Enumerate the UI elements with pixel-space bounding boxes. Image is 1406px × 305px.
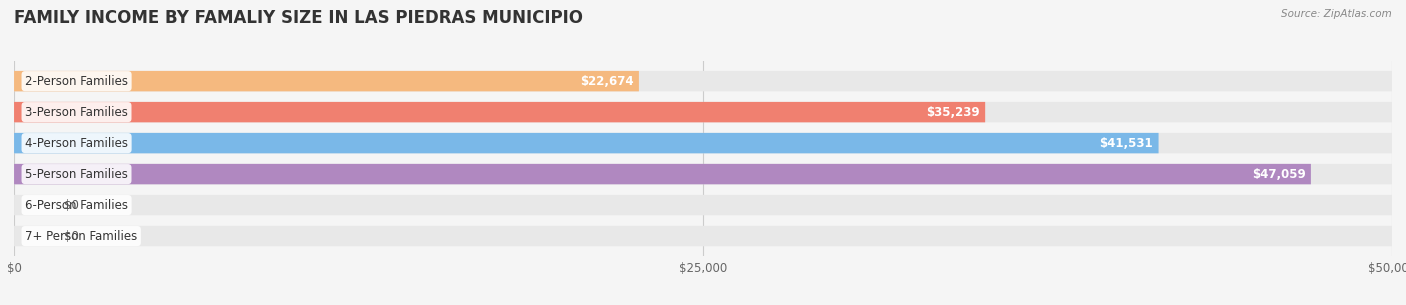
- FancyBboxPatch shape: [14, 102, 1392, 122]
- Text: 2-Person Families: 2-Person Families: [25, 75, 128, 88]
- Text: 6-Person Families: 6-Person Families: [25, 199, 128, 212]
- FancyBboxPatch shape: [14, 71, 1392, 91]
- FancyBboxPatch shape: [14, 164, 1392, 184]
- Text: $22,674: $22,674: [579, 75, 633, 88]
- Text: 7+ Person Families: 7+ Person Families: [25, 230, 138, 242]
- Text: $47,059: $47,059: [1251, 167, 1305, 181]
- FancyBboxPatch shape: [14, 133, 1392, 153]
- FancyBboxPatch shape: [14, 164, 1310, 184]
- Text: Source: ZipAtlas.com: Source: ZipAtlas.com: [1281, 9, 1392, 19]
- Text: 3-Person Families: 3-Person Families: [25, 106, 128, 119]
- Text: 5-Person Families: 5-Person Families: [25, 167, 128, 181]
- Text: $35,239: $35,239: [927, 106, 980, 119]
- FancyBboxPatch shape: [14, 71, 638, 91]
- FancyBboxPatch shape: [14, 195, 1392, 215]
- Text: $41,531: $41,531: [1099, 137, 1153, 150]
- FancyBboxPatch shape: [14, 133, 1159, 153]
- Text: $0: $0: [63, 230, 79, 242]
- Text: 4-Person Families: 4-Person Families: [25, 137, 128, 150]
- Text: FAMILY INCOME BY FAMALIY SIZE IN LAS PIEDRAS MUNICIPIO: FAMILY INCOME BY FAMALIY SIZE IN LAS PIE…: [14, 9, 583, 27]
- Text: $0: $0: [63, 199, 79, 212]
- FancyBboxPatch shape: [14, 102, 986, 122]
- FancyBboxPatch shape: [14, 226, 1392, 246]
